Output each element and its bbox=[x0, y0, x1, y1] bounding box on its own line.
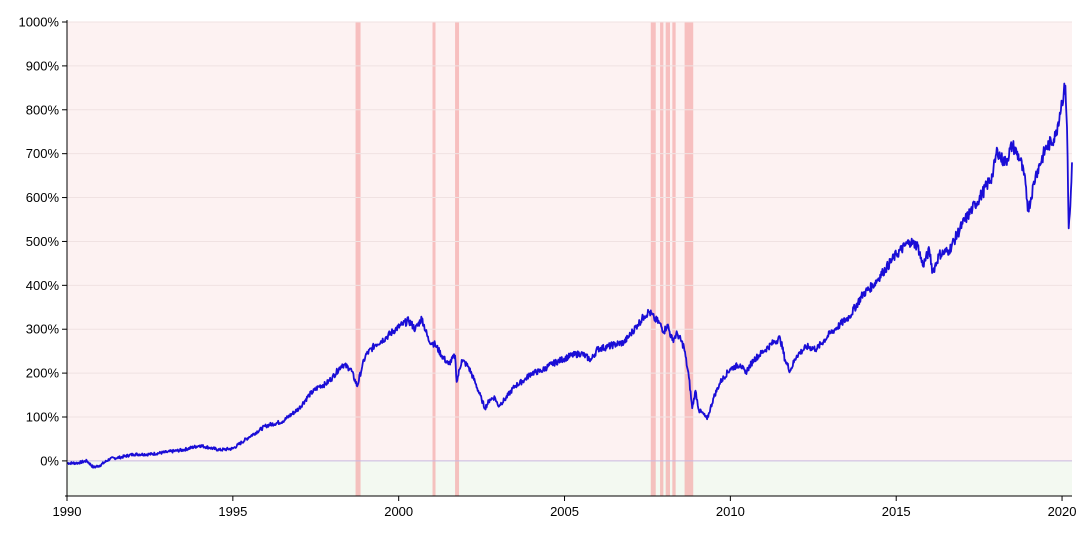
x-tick-label: 2020 bbox=[1048, 504, 1077, 519]
x-tick-label: 2010 bbox=[716, 504, 745, 519]
x-tick-label: 2005 bbox=[550, 504, 579, 519]
highlight-band bbox=[455, 22, 460, 496]
y-axis: 0% 100% 200% 300% 400% 500% 600% 700% 800% 900% 10… bbox=[19, 15, 68, 496]
data-series bbox=[66, 82, 1073, 469]
y-tick-label: 1000% bbox=[19, 15, 60, 30]
gridlines bbox=[67, 21, 1072, 418]
highlight-band bbox=[665, 22, 670, 496]
y-tick-label: 400% bbox=[26, 278, 60, 293]
x-tick-label: 2000 bbox=[384, 504, 413, 519]
y-tick-label: 500% bbox=[26, 234, 60, 249]
y-tick-label: 600% bbox=[26, 190, 60, 205]
y-tick-label: 900% bbox=[26, 58, 60, 73]
y-tick-label: 700% bbox=[26, 146, 60, 161]
highlight-band bbox=[684, 22, 694, 496]
highlight-band bbox=[672, 22, 676, 496]
x-axis: 1990 1995 2000 2005 2010 2015 2020 bbox=[53, 495, 1077, 519]
highlight-band bbox=[432, 22, 436, 496]
y-tick-label: 300% bbox=[26, 322, 60, 337]
x-tick-label: 2015 bbox=[882, 504, 911, 519]
y-tick-label: 800% bbox=[26, 102, 60, 117]
series-line bbox=[66, 82, 1073, 469]
highlight-band bbox=[355, 22, 361, 496]
x-tick-label: 1990 bbox=[53, 504, 82, 519]
highlight-periods bbox=[355, 22, 694, 496]
highlight-band bbox=[650, 22, 656, 496]
y-tick-label: 0% bbox=[40, 453, 59, 468]
highlight-band bbox=[660, 22, 664, 496]
background-region-below-zero bbox=[67, 460, 1072, 496]
y-tick-label: 100% bbox=[26, 410, 60, 425]
x-tick-label: 1995 bbox=[218, 504, 247, 519]
y-tick-label: 200% bbox=[26, 366, 60, 381]
